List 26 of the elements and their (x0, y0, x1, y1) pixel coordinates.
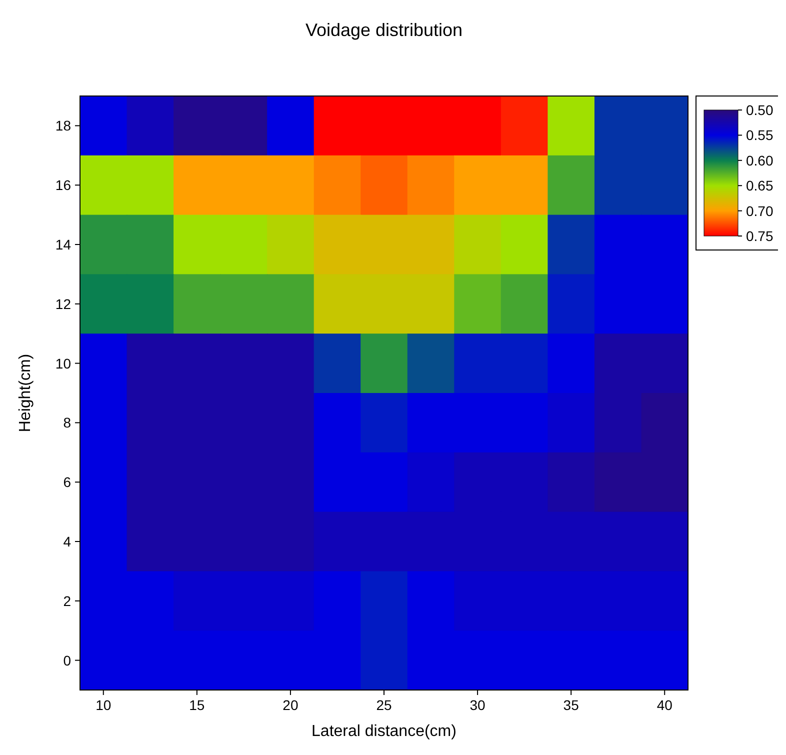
x-tick-label: 25 (376, 697, 392, 713)
x-tick-label: 40 (656, 697, 673, 713)
x-tick-label: 30 (470, 697, 486, 713)
x-tick-label: 20 (282, 697, 298, 713)
color-bar-label: 0.70 (746, 202, 774, 219)
y-tick-label: 8 (63, 414, 72, 431)
x-tick-label: 15 (189, 697, 205, 713)
x-tick-label: 35 (563, 697, 580, 713)
color-bar-label: 0.50 (746, 102, 774, 118)
y-tick-label: 2 (63, 592, 72, 609)
color-bar-label: 0.65 (746, 178, 774, 194)
y-axis-title: Height(cm) (17, 354, 34, 432)
color-bar-label: 0.55 (746, 127, 774, 144)
y-tick-label: 14 (55, 236, 72, 252)
x-tick-label: 10 (96, 697, 112, 713)
chart-title: Voidage distribution (305, 20, 463, 40)
y-tick-label: 0 (63, 652, 72, 668)
y-tick-label: 12 (55, 296, 72, 312)
y-tick-label: 10 (55, 355, 72, 372)
color-bar-label: 0.75 (746, 228, 774, 244)
y-tick-label: 16 (55, 177, 72, 194)
color-bar-label: 0.60 (746, 152, 774, 168)
x-axis-title: Lateral distance(cm) (312, 723, 456, 740)
y-tick-label: 18 (55, 118, 72, 134)
y-tick-label: 4 (63, 534, 72, 550)
y-tick-label: 6 (63, 474, 72, 490)
